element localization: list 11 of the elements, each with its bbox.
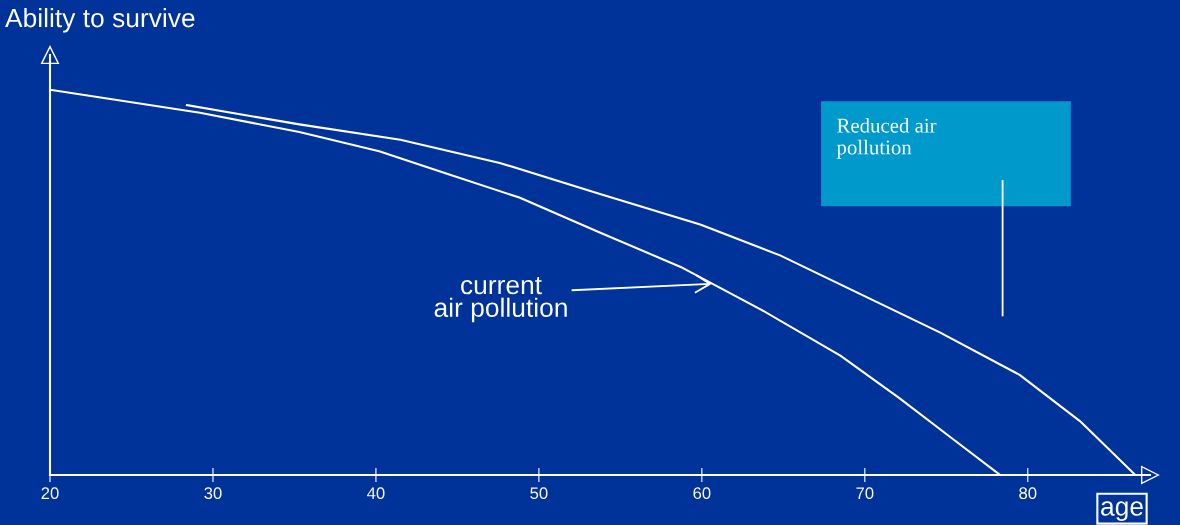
x-axis-title: age — [1101, 501, 1143, 521]
x-tick-label: 20 — [41, 487, 59, 500]
x-tick-label: 40 — [367, 487, 385, 500]
x-tick-label: 50 — [530, 487, 548, 500]
x-tick-label: 70 — [856, 487, 874, 500]
x-tick-label: 80 — [1019, 487, 1037, 500]
x-tick-label: 30 — [204, 487, 222, 500]
y-axis-title: Ability to survive — [5, 8, 195, 33]
x-tick-label: 60 — [693, 487, 711, 500]
annotation: Reduced air pollution — [836, 118, 937, 159]
annotation: current air pollution — [434, 277, 567, 323]
